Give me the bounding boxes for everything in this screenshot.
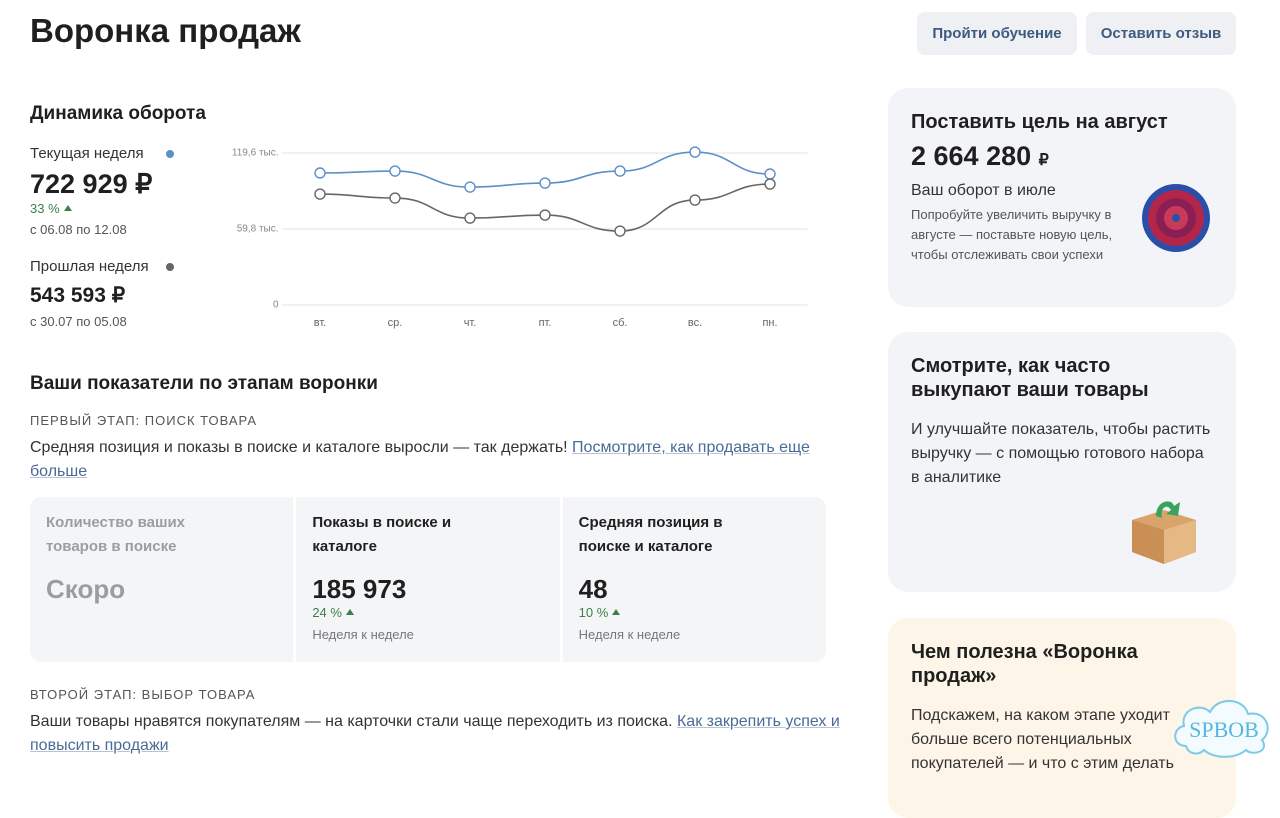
metric-change: 10 % — [579, 605, 621, 620]
point — [539, 177, 551, 189]
x-tick-label: ср. — [388, 317, 403, 329]
card-subtitle: Ваш оборот в июле — [911, 182, 1056, 199]
metric-value: Скоро — [46, 574, 126, 604]
y-tick-label: 0 — [273, 300, 279, 311]
stage-label: ПЕРВЫЙ ЭТАП: ПОИСК ТОВАРА — [30, 413, 257, 428]
metric-value: 48 — [578, 574, 608, 604]
x-tick-label: вс. — [688, 317, 702, 329]
target-icon — [1142, 184, 1210, 252]
page-title: Воронка продаж — [30, 12, 301, 49]
button[interactable]: Оставить отзыв — [1086, 12, 1236, 55]
card-text: Подскажем, на каком этапе уходит больше … — [911, 707, 1174, 772]
point — [314, 188, 326, 200]
text: Средняя позиция и показы в поиске и ката… — [30, 439, 568, 456]
y-tick-label: 119,6 тыс. — [232, 148, 279, 159]
x-tick-label: сб. — [613, 317, 628, 329]
button[interactable]: Пройти обучение — [917, 12, 1077, 55]
card-title: Смотрите, как часто выкупают ваши товары — [911, 355, 1149, 401]
link[interactable]: Посмотрите, как продавать еще больше — [30, 439, 810, 480]
point — [389, 165, 401, 177]
amount: 543 593 ₽ — [30, 284, 126, 307]
point — [614, 225, 626, 237]
point — [764, 168, 776, 180]
watermark: SPBOB — [1174, 700, 1269, 758]
metric-note: Неделя к неделе — [578, 627, 681, 642]
y-tick-label: 59,8 тыс. — [237, 224, 279, 235]
text: Ваши товары нравятся покупателям — на ка… — [30, 713, 673, 730]
section-title: Ваши показатели по этапам воронки — [30, 373, 378, 394]
legend-marker — [166, 150, 174, 158]
point — [464, 212, 476, 224]
x-tick-label: вт. — [314, 317, 326, 329]
point — [764, 178, 776, 190]
point — [539, 209, 551, 221]
card-amount: 2 664 280 ₽ — [911, 141, 1049, 172]
card-title: Чем полезна «Воронка продаж» — [911, 641, 1138, 687]
metric: Средняя позиция в поиске и каталоге 48 1… — [559, 497, 826, 662]
metric: Показы в поиске и каталоге 185 973 24 % … — [293, 497, 559, 662]
metric-note: Неделя к неделе — [312, 627, 414, 642]
amount: 2 664 280 — [911, 141, 1032, 171]
card-text: Попробуйте увеличить выручку в августе —… — [911, 207, 1113, 262]
metric-value: 185 973 — [312, 574, 407, 604]
amount: 722 929 ₽ — [30, 169, 153, 199]
section-title: Динамика оборота — [30, 103, 206, 124]
x-tick-label: пт. — [539, 317, 552, 329]
x-tick-label: пн. — [762, 317, 777, 329]
x-tick-label: чт. — [464, 317, 477, 329]
point — [689, 146, 701, 158]
metric-title: Средняя позиция в поиске и каталоге — [578, 514, 723, 555]
period: с 06.08 по 12.08 — [30, 222, 127, 237]
watermark-text: SPBOB — [1189, 717, 1259, 742]
stage-text: Ваши товары нравятся покупателям — на ка… — [30, 710, 840, 758]
point — [689, 194, 701, 206]
stage-text: Средняя позиция и показы в поиске и ката… — [30, 436, 840, 484]
legend-marker — [166, 263, 174, 271]
stage-label: ВТОРОЙ ЭТАП: ВЫБОР ТОВАРА — [30, 687, 256, 702]
currency: ₽ — [1038, 152, 1049, 169]
point — [464, 181, 476, 193]
change: 33 % — [30, 201, 72, 216]
period: с 30.07 по 05.08 — [30, 314, 127, 329]
metrics: Количество ваших товаров в поиске Скоро … — [30, 497, 826, 662]
card-title: Поставить цель на август — [911, 111, 1168, 133]
goal-card: Поставить цель на август 2 664 280 ₽ Ваш… — [888, 88, 1236, 307]
legend-label: Прошлая неделя — [30, 258, 149, 275]
box-icon — [1132, 501, 1196, 564]
page: Воронка продаж Пройти обучение Оставить … — [0, 0, 1280, 761]
metric-change: 24 % — [312, 605, 354, 620]
chart: 0 59,8 тыс. 119,6 тыс. вт. ср. чт. пт. сб. вс. пн… — [232, 146, 808, 329]
metric-title: Количество ваших товаров в поиске — [46, 514, 186, 555]
card-text: И улучшайте показатель, чтобы растить вы… — [911, 421, 1211, 486]
legend-label: Текущая неделя — [30, 145, 144, 162]
metric: Количество ваших товаров в поиске Скоро — [30, 497, 293, 662]
point — [389, 192, 401, 204]
metric-title: Показы в поиске и каталоге — [312, 514, 452, 555]
point — [614, 165, 626, 177]
point — [314, 167, 326, 179]
info-card: Смотрите, как часто выкупают ваши товары… — [888, 332, 1236, 592]
series-line — [319, 183, 771, 232]
link[interactable]: Как закрепить успех и повысить продажи — [30, 713, 840, 754]
